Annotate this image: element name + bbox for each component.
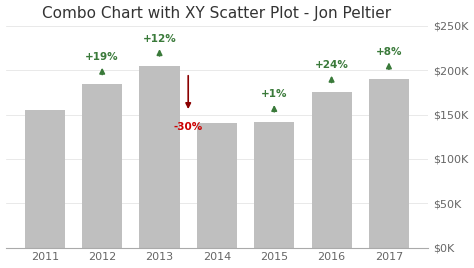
Text: +24%: +24%	[315, 60, 348, 70]
Text: +1%: +1%	[261, 90, 287, 99]
Text: +8%: +8%	[376, 47, 402, 57]
Bar	[311, 92, 352, 248]
Bar	[254, 122, 294, 248]
Text: -30%: -30%	[173, 122, 203, 132]
Text: +19%: +19%	[85, 52, 119, 62]
Bar	[197, 124, 237, 248]
Bar	[82, 84, 122, 248]
Bar	[369, 79, 409, 248]
Title: Combo Chart with XY Scatter Plot - Jon Peltier: Combo Chart with XY Scatter Plot - Jon P…	[42, 6, 392, 21]
Bar	[139, 66, 180, 248]
Bar	[25, 110, 65, 248]
Text: +12%: +12%	[143, 34, 176, 44]
